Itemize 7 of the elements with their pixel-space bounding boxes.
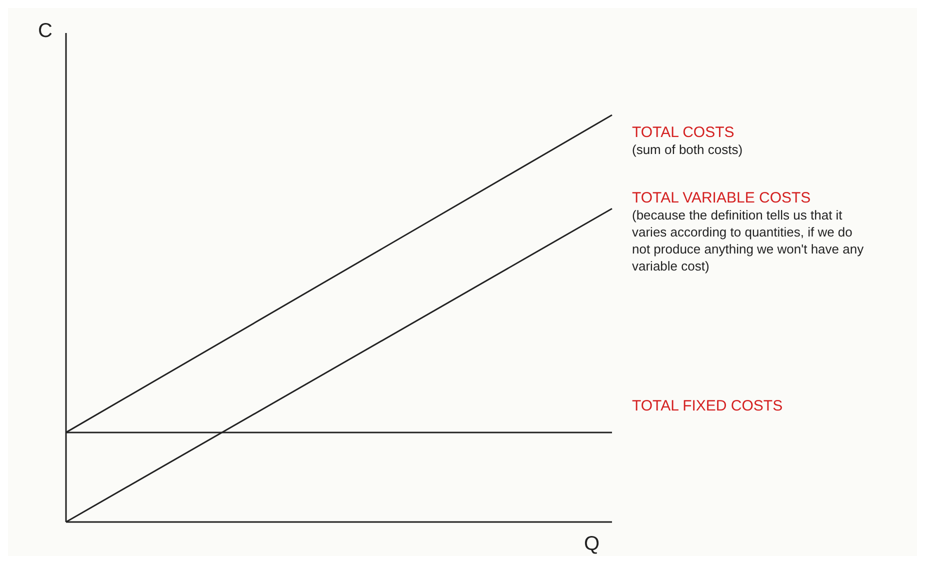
series-label: TOTAL FIXED COSTS bbox=[632, 397, 783, 414]
annotation: (because the definition tells us that it varies according to quantities, if we do not produce anything we won't have any variable cost) bbox=[632, 208, 864, 274]
series-label: TOTAL VARIABLE COSTS bbox=[632, 190, 811, 207]
x-axis-title: Q bbox=[584, 533, 600, 555]
y-axis-title: C bbox=[38, 20, 52, 42]
series-label: TOTAL COSTS bbox=[632, 124, 734, 141]
annotation: (sum of both costs) bbox=[632, 142, 743, 157]
